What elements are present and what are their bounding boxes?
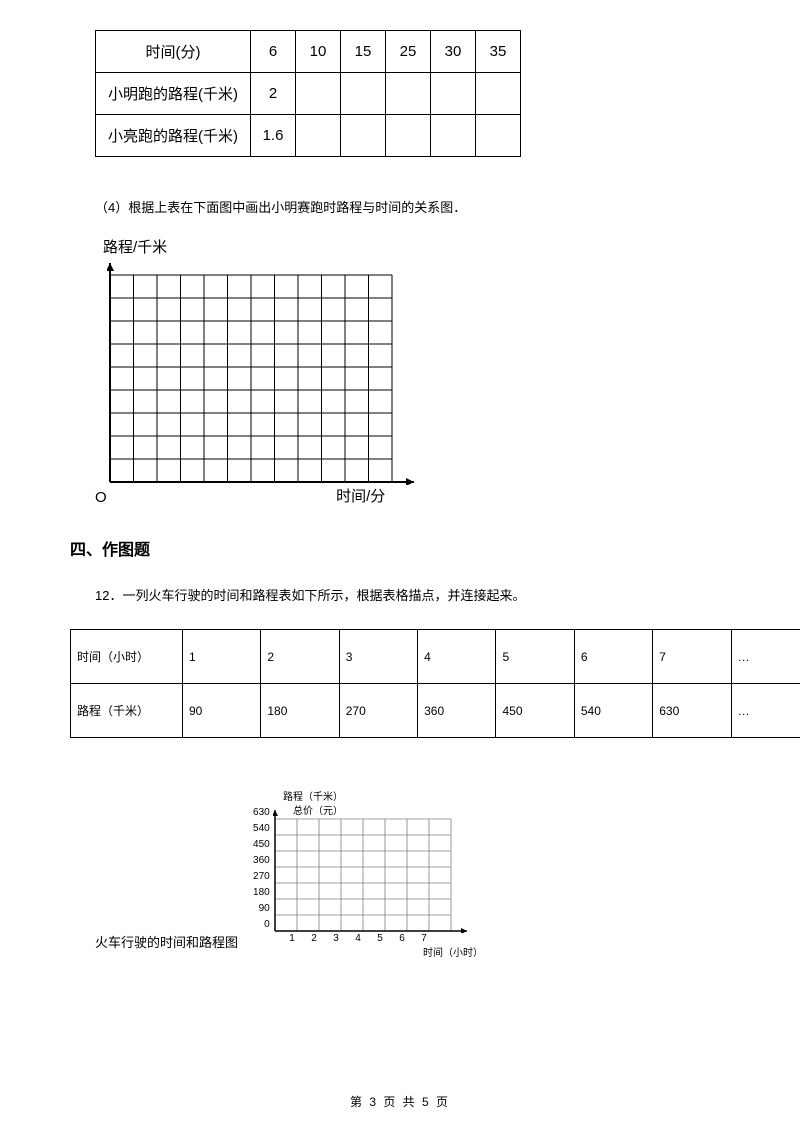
chart2-ylabel2: 总价（元） [293, 802, 343, 817]
t1-h4: 25 [386, 31, 431, 73]
t2-r2-4: 360 [418, 684, 496, 738]
blank-grid-chart: 路程/千米 O 时间/分 [95, 236, 760, 506]
t1-h1: 6 [251, 31, 296, 73]
question-12-text: 12．一列火车行驶的时间和路程表如下所示，根据表格描点，并连接起来。 [95, 585, 760, 604]
t1-h6: 35 [476, 31, 521, 73]
t1-r2-4 [386, 115, 431, 157]
t2-r2-1: 90 [182, 684, 260, 738]
t1-h3: 15 [341, 31, 386, 73]
t2-r1-8: … [731, 630, 800, 684]
xt2: 3 [325, 933, 347, 944]
t2-r1-4: 4 [418, 630, 496, 684]
yt6: 90 [253, 901, 270, 917]
t2-r1-3: 3 [339, 630, 417, 684]
t1-h0: 时间(分) [96, 31, 251, 73]
t2-r1-2: 2 [261, 630, 339, 684]
t2-r2-0: 路程（千米） [71, 684, 183, 738]
t1-r1-6 [476, 73, 521, 115]
t1-r2-2 [296, 115, 341, 157]
xt3: 4 [347, 933, 369, 944]
running-time-table: 时间(分) 6 10 15 25 30 35 小明跑的路程(千米) 2 小亮跑的… [95, 30, 521, 157]
t1-h2: 10 [296, 31, 341, 73]
t1-r2-3 [341, 115, 386, 157]
t2-r2-8: … [731, 684, 800, 738]
t1-r2-5 [431, 115, 476, 157]
t1-r2-1: 1.6 [251, 115, 296, 157]
t1-h5: 30 [431, 31, 476, 73]
train-time-distance-table: 时间（小时） 1 2 3 4 5 6 7 … 路程（千米） 90 180 270… [70, 629, 800, 738]
t2-r1-0: 时间（小时） [71, 630, 183, 684]
yt5: 180 [253, 885, 270, 901]
t1-r2-6 [476, 115, 521, 157]
section-4-title: 四、作图题 [70, 536, 760, 560]
chart2-caption: 火车行驶的时间和路程图 [95, 932, 238, 959]
t1-r1-3 [341, 73, 386, 115]
xt4: 5 [369, 933, 391, 944]
xt0: 1 [281, 933, 303, 944]
t2-r2-6: 540 [574, 684, 652, 738]
xt5: 6 [391, 933, 413, 944]
t1-r1-4 [386, 73, 431, 115]
t2-r1-7: 7 [653, 630, 731, 684]
yt7: 0 [253, 917, 270, 933]
yt2: 450 [253, 837, 270, 853]
t2-r2-3: 270 [339, 684, 417, 738]
t1-r1-5 [431, 73, 476, 115]
t1-r1-2 [296, 73, 341, 115]
page-footer: 第 3 页 共 5 页 [0, 1093, 800, 1110]
t2-r2-5: 450 [496, 684, 574, 738]
yt0: 630 [253, 805, 270, 821]
yt3: 360 [253, 853, 270, 869]
t2-r2-2: 180 [261, 684, 339, 738]
t1-r1-1: 2 [251, 73, 296, 115]
chart1-grid [107, 261, 420, 485]
t2-r2-7: 630 [653, 684, 731, 738]
t1-r1-label: 小明跑的路程(千米) [96, 73, 251, 115]
train-chart: 路程（千米） 总价（元） 630 540 450 360 270 180 90 … [253, 788, 483, 959]
chart2-grid [273, 809, 471, 933]
xt6: 7 [413, 933, 435, 944]
chart2-xticks: 1 2 3 4 5 6 7 [281, 933, 483, 944]
chart1-y-label: 路程/千米 [103, 236, 760, 257]
t1-r2-label: 小亮跑的路程(千米) [96, 115, 251, 157]
t2-r1-1: 1 [182, 630, 260, 684]
t2-r1-6: 6 [574, 630, 652, 684]
chart2-yticks: 630 540 450 360 270 180 90 0 [253, 805, 270, 933]
yt1: 540 [253, 821, 270, 837]
chart1-origin: O [95, 489, 107, 506]
t2-r1-5: 5 [496, 630, 574, 684]
yt4: 270 [253, 869, 270, 885]
chart1-x-label: 时间/分 [336, 485, 385, 506]
train-chart-wrap: 火车行驶的时间和路程图 路程（千米） 总价（元） 630 540 450 360… [95, 788, 760, 959]
xt1: 2 [303, 933, 325, 944]
chart2-xlabel: 时间（小时） [423, 944, 483, 959]
chart2-title: 路程（千米） [283, 788, 483, 803]
question-4-text: （4）根据上表在下面图中画出小明赛跑时路程与时间的关系图． [95, 197, 760, 216]
